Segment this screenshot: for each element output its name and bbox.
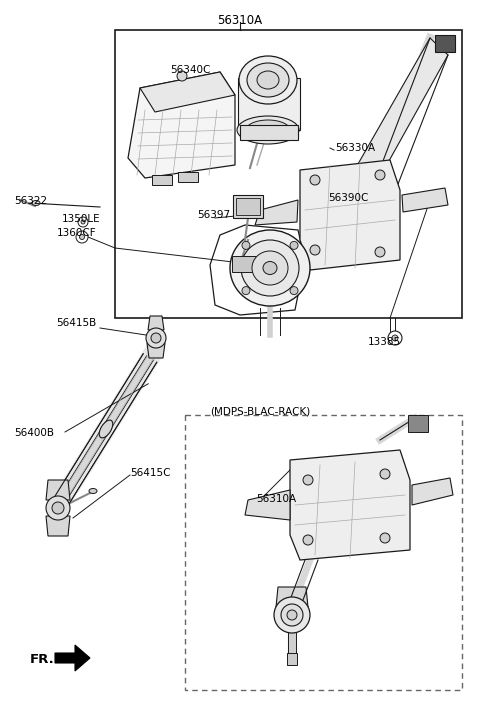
- Circle shape: [290, 241, 298, 250]
- Bar: [287, 653, 297, 665]
- Text: 1360CF: 1360CF: [57, 228, 96, 238]
- Circle shape: [375, 170, 385, 180]
- Polygon shape: [245, 490, 290, 520]
- Bar: [152, 175, 172, 185]
- Ellipse shape: [263, 262, 277, 274]
- Ellipse shape: [32, 200, 40, 205]
- Bar: [238, 78, 300, 130]
- Ellipse shape: [247, 63, 289, 97]
- Bar: [233, 195, 263, 218]
- Circle shape: [81, 220, 85, 224]
- Circle shape: [375, 247, 385, 257]
- Polygon shape: [290, 450, 410, 560]
- Text: 56330A: 56330A: [335, 143, 375, 153]
- Polygon shape: [255, 200, 298, 225]
- Circle shape: [388, 331, 402, 345]
- Polygon shape: [300, 160, 400, 270]
- Circle shape: [380, 533, 390, 543]
- Bar: [115, 30, 462, 318]
- Text: 56397: 56397: [197, 210, 230, 220]
- Ellipse shape: [252, 251, 288, 285]
- Circle shape: [46, 496, 70, 520]
- Bar: [408, 415, 428, 432]
- Circle shape: [380, 469, 390, 479]
- Polygon shape: [276, 587, 308, 607]
- Circle shape: [274, 597, 310, 633]
- Polygon shape: [128, 72, 235, 178]
- Bar: [232, 256, 256, 272]
- Polygon shape: [412, 478, 453, 505]
- Polygon shape: [350, 38, 448, 195]
- Circle shape: [242, 287, 250, 295]
- Text: 13385: 13385: [368, 337, 401, 347]
- Polygon shape: [46, 480, 70, 500]
- Circle shape: [290, 287, 298, 295]
- Polygon shape: [55, 645, 90, 671]
- Ellipse shape: [246, 120, 290, 140]
- Circle shape: [310, 245, 320, 255]
- Ellipse shape: [230, 230, 310, 306]
- Text: FR.: FR.: [30, 653, 55, 666]
- Ellipse shape: [99, 420, 113, 438]
- Ellipse shape: [257, 71, 279, 89]
- Text: 56400B: 56400B: [14, 428, 54, 438]
- Circle shape: [242, 241, 250, 250]
- Text: 56340C: 56340C: [170, 65, 210, 75]
- Circle shape: [177, 71, 187, 81]
- Circle shape: [146, 328, 166, 348]
- Text: (MDPS-BLAC-RACK): (MDPS-BLAC-RACK): [210, 406, 310, 416]
- Bar: [185, 415, 462, 690]
- Circle shape: [303, 475, 313, 485]
- Circle shape: [78, 217, 88, 227]
- Circle shape: [281, 604, 303, 626]
- Bar: [236, 198, 260, 215]
- Ellipse shape: [89, 489, 97, 494]
- Polygon shape: [148, 316, 164, 330]
- Text: 56415B: 56415B: [56, 318, 96, 328]
- Circle shape: [52, 502, 64, 514]
- Bar: [178, 172, 198, 182]
- Circle shape: [80, 235, 84, 240]
- Bar: [435, 35, 455, 52]
- Polygon shape: [140, 72, 235, 112]
- Text: 56390C: 56390C: [328, 193, 368, 203]
- Circle shape: [287, 610, 297, 620]
- Text: 1350LE: 1350LE: [62, 214, 101, 224]
- Ellipse shape: [241, 240, 299, 296]
- Polygon shape: [46, 516, 70, 536]
- Ellipse shape: [239, 56, 297, 104]
- Text: 56322: 56322: [14, 196, 47, 206]
- Circle shape: [303, 535, 313, 545]
- Polygon shape: [147, 343, 165, 358]
- Polygon shape: [402, 188, 448, 212]
- Circle shape: [392, 335, 398, 341]
- Circle shape: [151, 333, 161, 343]
- Text: 56310A: 56310A: [217, 14, 263, 27]
- Circle shape: [76, 231, 88, 243]
- Text: 56310A: 56310A: [256, 494, 296, 504]
- Bar: [240, 125, 298, 140]
- Text: 56415C: 56415C: [130, 468, 170, 478]
- Ellipse shape: [237, 116, 299, 144]
- Circle shape: [310, 175, 320, 185]
